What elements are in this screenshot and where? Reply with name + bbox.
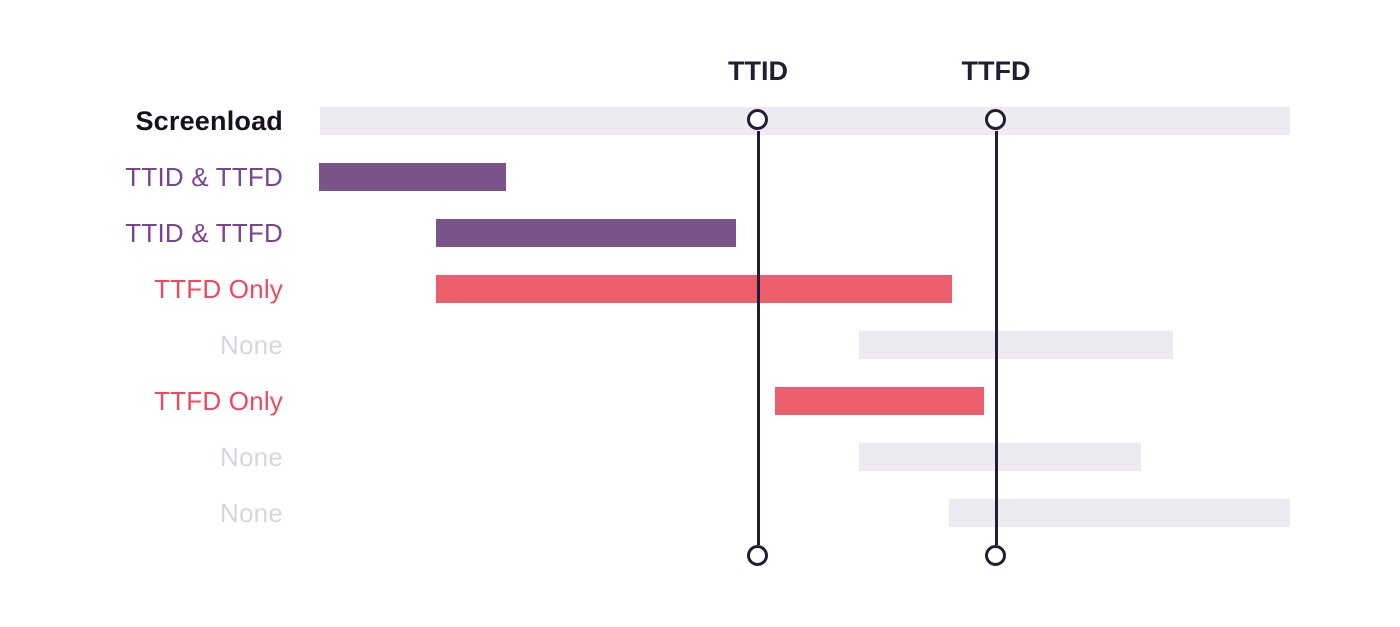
- row-bar-none-7: [949, 499, 1290, 527]
- row-label-ttfd-5: TTFD Only: [154, 386, 283, 416]
- row-label-ttfd-3: TTFD Only: [154, 274, 283, 304]
- marker-circle-top-ttid: [747, 109, 768, 130]
- marker-circle-bottom-ttid: [747, 545, 768, 566]
- row-label-both-2: TTID & TTFD: [125, 218, 283, 248]
- marker-label-ttfd: TTFD: [961, 56, 1031, 86]
- row-bar-none-4: [859, 331, 1173, 359]
- marker-label-ttid: TTID: [728, 56, 788, 86]
- marker-circle-bottom-ttfd: [985, 545, 1006, 566]
- row-label-none-4: None: [220, 330, 283, 360]
- row-bar-ttfd-3: [436, 275, 952, 303]
- marker-circle-top-ttfd: [985, 109, 1006, 130]
- row-label-none-6: None: [220, 442, 283, 472]
- row-bar-screenload-0: [320, 107, 1290, 135]
- row-label-screenload-0: Screenload: [135, 106, 283, 136]
- row-label-both-1: TTID & TTFD: [125, 162, 283, 192]
- marker-line-ttid: [756, 131, 760, 545]
- row-bar-none-6: [859, 443, 1141, 471]
- row-label-none-7: None: [220, 498, 283, 528]
- marker-line-ttfd: [994, 131, 998, 545]
- row-bar-both-1: [319, 163, 506, 191]
- row-bar-both-2: [436, 219, 736, 247]
- row-bar-ttfd-5: [775, 387, 984, 415]
